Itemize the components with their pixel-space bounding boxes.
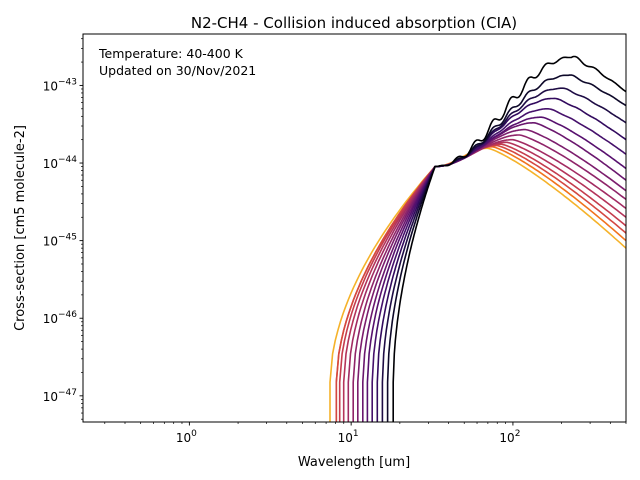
series-layer [329, 55, 626, 422]
series-line [392, 55, 626, 422]
y-tick-label: 10−47 [43, 388, 77, 404]
x-axis-ticks: 100 101 102 [104, 422, 627, 445]
x-axis-label: Wavelength [um] [298, 455, 410, 470]
x-tick-label: 100 [176, 429, 197, 445]
series-line [386, 74, 626, 422]
y-tick-label: 10−44 [43, 155, 78, 171]
x-tick-label: 102 [499, 429, 520, 445]
y-tick-label: 10−43 [43, 77, 77, 93]
annotation-line-1: Temperature: 40-400 K [98, 46, 244, 61]
y-tick-label: 10−46 [43, 310, 78, 326]
y-axis-label: Cross-section [cm5 molecule-2] [13, 125, 28, 331]
plot-frame [82, 33, 627, 423]
y-axis-ticks: 10−47 10−46 10−45 10−44 10−43 [43, 38, 83, 420]
chart-title: N2-CH4 - Collision induced absorption (C… [191, 14, 517, 32]
y-tick-label: 10−45 [43, 233, 77, 249]
x-tick-label: 101 [338, 429, 359, 445]
annotation-line-2: Updated on 30/Nov/2021 [99, 63, 256, 78]
